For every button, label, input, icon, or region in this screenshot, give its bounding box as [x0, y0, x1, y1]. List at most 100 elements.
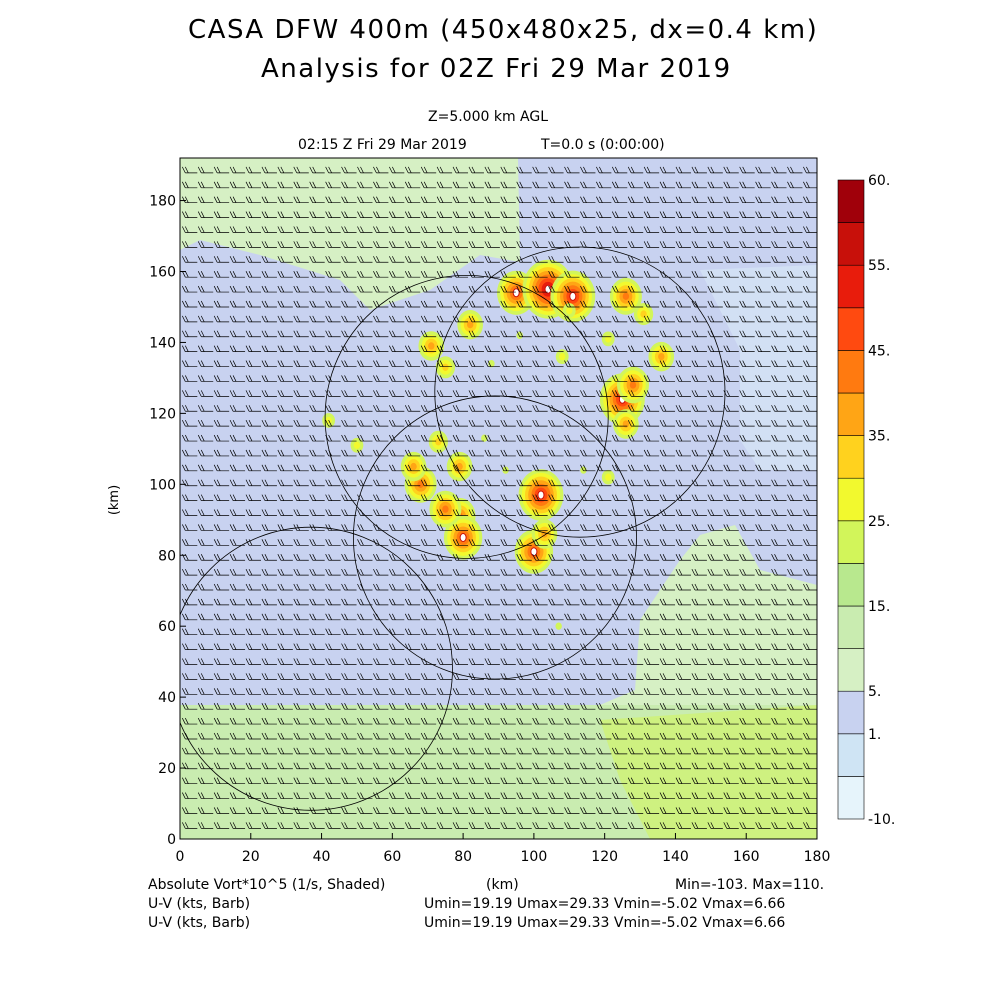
wind-barb-1120	[181, 405, 198, 412]
wind-barb-635	[739, 598, 755, 606]
vorticity-cell-14-level-35	[466, 321, 474, 329]
wind-barb-1233	[707, 375, 723, 382]
y-tick-label-20: 20	[158, 761, 176, 777]
wind-barb-903	[548, 494, 564, 501]
wind-barb-1792	[691, 166, 707, 174]
wind-barb-1761	[197, 166, 214, 174]
wind-barb-1039	[803, 449, 817, 457]
wind-barb-1271	[675, 360, 691, 367]
wind-barb-1064	[564, 434, 580, 442]
wind-barb-352	[691, 703, 707, 710]
wind-barb-1144	[564, 405, 580, 412]
wind-barb-1237	[771, 375, 787, 382]
wind-barb-741	[516, 554, 532, 561]
wind-barb-1342	[532, 330, 548, 338]
wind-barb-1186	[596, 390, 612, 397]
wind-barb-1589	[643, 241, 660, 248]
wind-barb-679	[803, 583, 817, 591]
wind-barb-1569	[325, 241, 341, 248]
wind-barb-609	[325, 598, 341, 606]
wind-barb-855	[420, 509, 437, 516]
wind-barb-1129	[325, 405, 341, 412]
wind-barb-1502	[532, 271, 548, 278]
wind-barb-1123	[229, 405, 246, 412]
wind-barb-412	[373, 673, 389, 680]
colorbar-label-8: 60.	[868, 173, 890, 189]
wind-barb-838	[787, 524, 803, 531]
wind-barb-1248	[309, 360, 325, 367]
wind-barb-1636	[755, 226, 771, 233]
wind-barb-20	[500, 822, 516, 829]
wind-barb-802	[213, 524, 230, 531]
wind-barb-928	[309, 479, 325, 487]
wind-barb-1793	[707, 166, 723, 174]
wind-barb-225	[580, 747, 596, 755]
wind-barb-380	[500, 688, 516, 695]
wind-barb-1703	[548, 196, 564, 204]
wind-barb-48	[309, 807, 325, 814]
uv-stats-1: Umin=19.19 Umax=29.33 Vmin=-5.02 Vmax=6.…	[424, 896, 786, 912]
colorbar-label-3: 15.	[868, 599, 890, 615]
wind-barb-592	[691, 613, 707, 621]
wind-barb-1379	[484, 315, 500, 323]
wind-barb-627	[611, 598, 628, 606]
wind-barb-873	[707, 509, 723, 516]
wind-barb-1668	[627, 211, 644, 218]
wind-barb-1318	[787, 345, 803, 353]
wind-barb-718	[787, 568, 803, 576]
wind-barb-986	[596, 464, 612, 472]
wind-barb-797	[771, 539, 787, 546]
wind-barb-1222	[532, 375, 548, 382]
wind-barb-296	[436, 717, 453, 725]
wind-barb-277	[771, 732, 787, 740]
wind-barb-1819	[487, 158, 500, 159]
wind-barb-794	[723, 539, 739, 546]
wind-barb-531	[357, 628, 373, 636]
wind-barb-1482	[213, 271, 230, 278]
wind-barb-403	[229, 673, 246, 680]
wind-barb-1408	[309, 300, 325, 308]
wind-barb-869	[643, 509, 660, 516]
wind-barb-1494	[404, 271, 421, 278]
wind-barb-406	[277, 673, 293, 680]
colorbar-segment-5	[837, 563, 865, 607]
wind-barb-78	[787, 807, 803, 814]
wind-barb-620	[500, 598, 516, 606]
wind-barb-1669	[643, 211, 660, 218]
wind-barb-793	[707, 539, 723, 546]
wind-barb-1619	[484, 226, 500, 233]
wind-barb-93	[389, 792, 405, 799]
wind-barb-647	[293, 583, 309, 591]
wind-barb-711	[675, 568, 691, 576]
wind-barb-1330	[341, 330, 357, 338]
vorticity-cell-18-level-40	[629, 381, 637, 389]
wind-barb-1471	[675, 285, 691, 293]
wind-barb-417	[452, 673, 469, 680]
wind-barb-713	[707, 568, 723, 576]
wind-barb-729	[325, 554, 341, 561]
wind-barb-245	[261, 732, 277, 740]
wind-barb-1257	[452, 360, 469, 367]
wind-barb-98	[468, 792, 484, 799]
wind-barb-194	[723, 762, 739, 770]
wind-barb-258	[468, 732, 484, 740]
wind-barb-1066	[596, 434, 612, 442]
wind-barb-941	[516, 479, 532, 487]
wind-barb-1736	[436, 181, 453, 189]
wind-barb-86	[277, 792, 293, 799]
wind-barb-671	[675, 583, 691, 591]
wind-barb-492	[373, 643, 389, 650]
wind-barb-921	[197, 479, 214, 487]
wind-barb-550	[659, 628, 676, 636]
wind-barb-1443	[229, 285, 246, 293]
wind-barb-1506	[596, 271, 612, 278]
wind-barb-522	[213, 628, 230, 636]
wind-barb-1090	[341, 419, 357, 427]
wind-barb-1561	[197, 241, 214, 248]
wind-barb-516	[755, 643, 771, 650]
wind-barb-1734	[404, 181, 421, 189]
wind-barb-1769	[325, 166, 341, 174]
wind-barb-1317	[771, 345, 787, 353]
wind-barb-1744	[564, 181, 580, 189]
wind-barb-1622	[532, 226, 548, 233]
